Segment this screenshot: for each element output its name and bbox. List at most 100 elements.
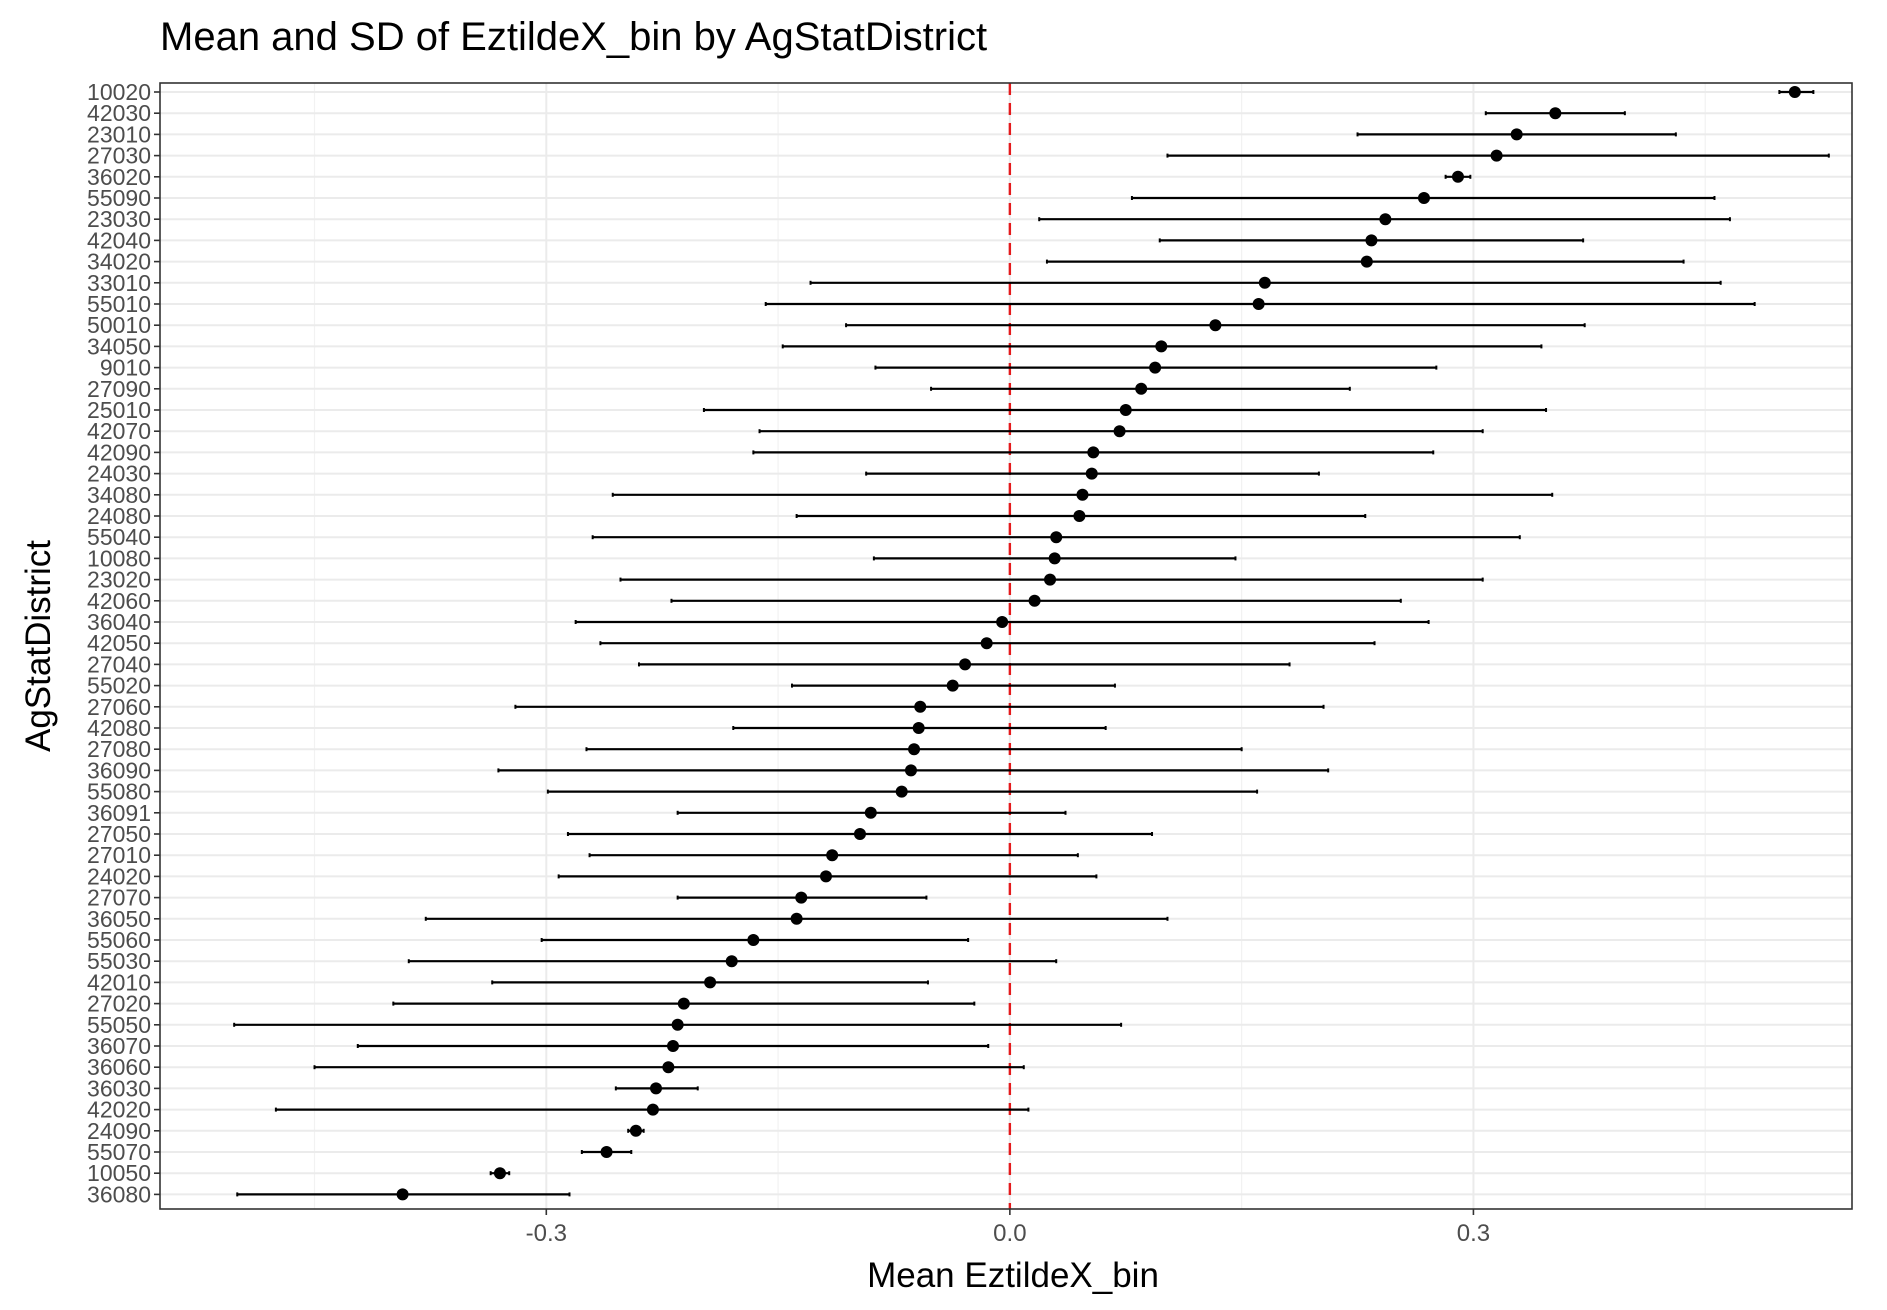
mean-point [1510,128,1523,141]
y-tick-label: 36060 [87,1054,151,1080]
mean-point [667,1040,680,1052]
mean-point [946,679,959,692]
mean-point [790,912,803,925]
y-tick-label: 55020 [87,673,151,699]
mean-point [1417,192,1430,204]
y-tick-label: 34020 [87,249,151,275]
mean-point [819,870,832,883]
y-tick-label: 55030 [87,948,151,974]
mean-point [1135,382,1148,395]
y-tick-label: 10050 [87,1160,151,1186]
mean-point [1155,340,1168,353]
y-tick-label: 23010 [87,121,151,147]
mean-point [1044,573,1057,586]
y-tick-label: 34080 [87,482,151,508]
mean-point [1028,594,1041,607]
y-tick-label: 27020 [87,991,151,1017]
mean-point [996,616,1009,628]
mean-point [1490,149,1503,162]
y-tick-label: 27050 [87,821,151,847]
y-axis-title: AgStatDistrict [19,540,58,752]
y-tick-label: 36090 [87,757,151,783]
y-tick-label: 42070 [87,418,151,444]
mean-point [1085,467,1098,480]
y-tick-label: 55040 [87,524,151,550]
y-tick-label: 24090 [87,1118,151,1144]
x-axis-title: Mean EztildeX_bin [867,1256,1159,1295]
mean-point [1048,552,1061,565]
y-tick-label: 24020 [87,863,151,889]
mean-point [914,700,927,713]
mean-point [1365,234,1378,247]
y-tick-label: 25010 [87,397,151,423]
y-tick-label: 55050 [87,1012,151,1038]
mean-point [1076,488,1089,501]
mean-point [1073,510,1086,522]
y-tick-label: 55070 [87,1139,151,1165]
y-tick-label: 42020 [87,1097,151,1123]
mean-point [646,1103,659,1116]
y-tick-label: 36080 [87,1181,151,1207]
mean-point [908,743,921,756]
mean-point [853,828,866,840]
mean-point [895,785,908,798]
y-tick-label: 55060 [87,927,151,953]
y-tick-label: 55080 [87,779,151,805]
y-tick-label: 24030 [87,461,151,487]
y-tick-label: 36040 [87,609,151,635]
y-tick-label: 42080 [87,715,151,741]
mean-point [980,637,993,650]
mean-point [1087,446,1100,459]
mean-point [493,1167,506,1180]
y-tick-label: 36030 [87,1075,151,1101]
mean-point [747,934,760,946]
mean-point [725,955,738,968]
plot-panel [159,82,1853,1210]
mean-point [1451,170,1464,183]
y-tick-label: 36070 [87,1033,151,1059]
x-tick-label: 0.3 [1457,1220,1490,1247]
mean-point [864,806,877,819]
mean-point [1379,213,1392,226]
mean-point [1119,404,1132,416]
mean-point [650,1082,663,1095]
y-tick-label: 36091 [87,800,151,826]
y-tick-label: 42030 [87,100,151,126]
y-tick-label: 27090 [87,376,151,402]
mean-point [1113,425,1126,438]
y-tick-label: 27040 [87,651,151,677]
y-tick-label: 34050 [87,333,151,359]
mean-point [396,1188,409,1201]
mean-point [826,849,839,862]
y-tick-label: 27010 [87,842,151,868]
y-tick-label: 10080 [87,545,151,571]
mean-point [1252,298,1265,310]
y-tick-label: 42050 [87,630,151,656]
plot-panel-background [160,83,1852,1209]
y-tick-label: 42060 [87,588,151,614]
y-tick-label: 55090 [87,185,151,211]
mean-point [1149,361,1162,374]
y-tick-label: 9010 [100,355,151,381]
y-tick-label: 42040 [87,227,151,253]
y-tick-label: 55010 [87,291,151,317]
x-tick-label: -0.3 [526,1220,567,1247]
y-tick-label: 36020 [87,164,151,190]
mean-point [1209,319,1222,332]
y-tick-label: 10020 [87,79,151,105]
mean-point [795,891,808,904]
plot-panel-border [159,82,1853,1210]
mean-points [396,86,1801,1201]
y-tick-label: 27030 [87,143,151,169]
mean-point [662,1061,675,1074]
mean-point [677,997,690,1010]
y-tick-label: 27070 [87,885,151,911]
x-tick-label: 0.0 [993,1220,1026,1247]
y-tick-label: 23030 [87,206,151,232]
mean-point [912,722,925,734]
y-tick-label: 50010 [87,312,151,338]
y-tick-label: 27060 [87,694,151,720]
y-tick-label: 24080 [87,503,151,529]
mean-point [704,976,717,989]
